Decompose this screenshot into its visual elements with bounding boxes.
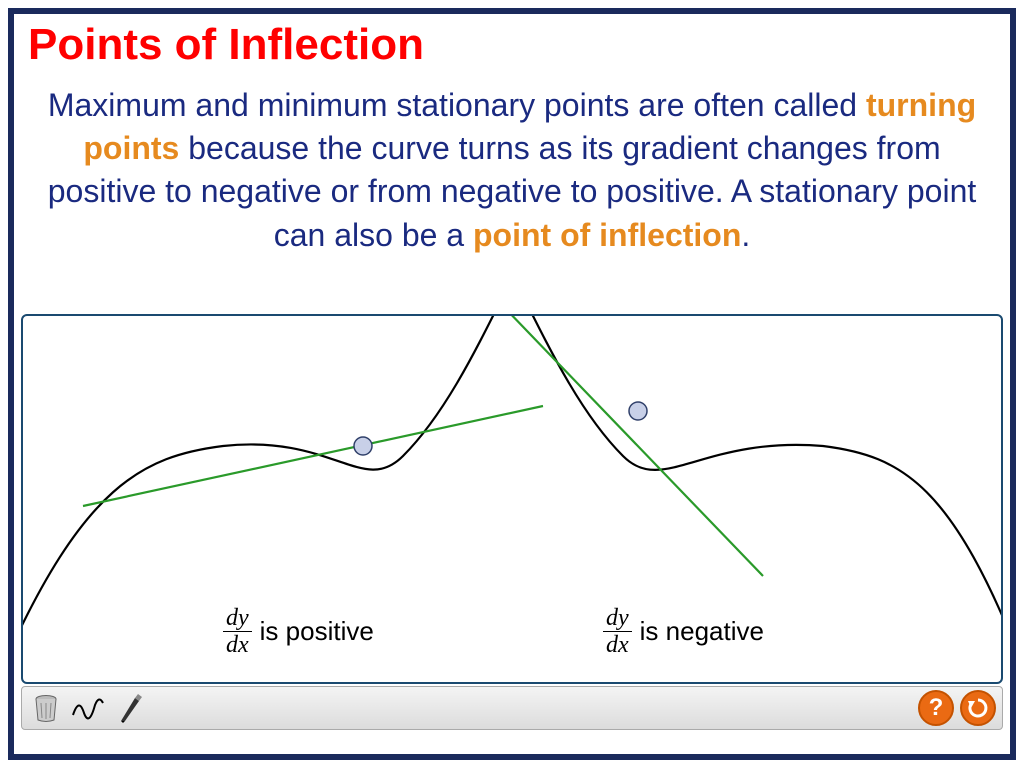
help-icon: ? <box>929 694 944 722</box>
pencil-button[interactable] <box>112 690 148 726</box>
formula-right-text: is negative <box>640 616 764 647</box>
left-tangent <box>83 406 543 506</box>
right-inflection-point <box>629 402 647 420</box>
diagram-svg <box>23 316 1003 684</box>
toolbar: ? <box>21 686 1003 730</box>
slide-title: Points of Inflection <box>28 20 424 70</box>
scribble-icon <box>71 693 105 723</box>
highlight-point-of-inflection: point of inflection <box>473 217 741 253</box>
body-seg3: . <box>741 217 750 253</box>
right-tangent <box>503 316 763 576</box>
formula-left: dy dx is positive <box>223 606 374 657</box>
pencil-icon <box>115 693 145 723</box>
fraction-dydx-left: dy dx <box>223 606 252 657</box>
formula-right: dy dx is negative <box>603 606 764 657</box>
left-inflection-point <box>354 437 372 455</box>
diagram-canvas: dy dx is positive dy dx is negative <box>21 314 1003 684</box>
help-button[interactable]: ? <box>918 690 954 726</box>
body-seg1: Maximum and minimum stationary points ar… <box>48 87 866 123</box>
reload-icon <box>967 697 989 719</box>
slide-frame: Points of Inflection Maximum and minimum… <box>8 8 1016 760</box>
fraction-dydx-right: dy dx <box>603 606 632 657</box>
reload-button[interactable] <box>960 690 996 726</box>
scribble-button[interactable] <box>70 690 106 726</box>
trash-icon <box>32 693 60 723</box>
formula-left-text: is positive <box>260 616 374 647</box>
trash-button[interactable] <box>28 690 64 726</box>
body-paragraph: Maximum and minimum stationary points ar… <box>42 84 982 257</box>
